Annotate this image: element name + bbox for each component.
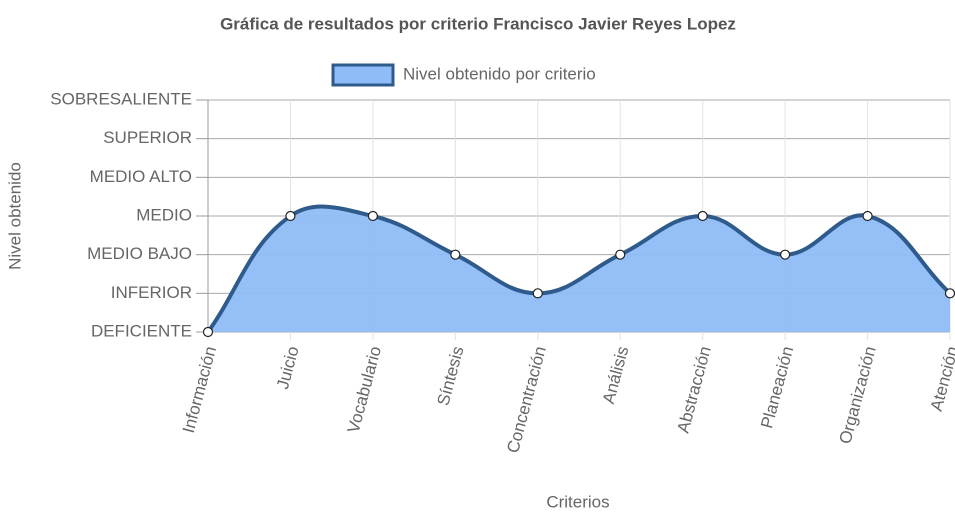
x-tick-label: Planeación [757,344,797,430]
legend-label: Nivel obtenido por criterio [403,64,596,83]
x-tick-label: Síntesis [434,344,468,407]
x-tick-label: Abstracción [674,344,715,435]
point [780,249,791,260]
y-tick-label: SOBRESALIENTE [50,89,192,108]
point [450,249,461,260]
x-tick-label: Concentración [503,344,550,455]
y-tick-label: SUPERIOR [103,128,192,147]
x-tick-label: Vocabulario [344,344,385,435]
legend-swatch [331,63,395,87]
y-tick-label: MEDIO BAJO [87,244,192,263]
x-tick-label: Juicio [273,344,303,391]
point [615,249,626,260]
x-tick-label: Análisis [599,344,633,406]
point [697,210,708,222]
area [208,206,950,332]
point [532,288,543,299]
point [285,210,296,222]
y-tick-label: DEFICIENTE [91,321,192,340]
y-tick-label: MEDIO [136,205,192,224]
point [944,288,955,299]
chart-title: Gráfica de resultados por criterio Franc… [220,14,736,33]
y-tick-label: MEDIO ALTO [90,167,192,186]
x-tick-label: Información [179,344,220,435]
point [367,210,378,222]
x-tick-label: Atención [927,344,955,413]
line [206,204,952,334]
y-axis-title: Nivel obtenido [5,162,24,270]
x-tick-label: Organización [835,344,879,446]
y-tick-label: INFERIOR [111,283,192,302]
point [202,326,214,338]
x-axis-title: Criterios [546,492,609,511]
point [862,210,873,222]
